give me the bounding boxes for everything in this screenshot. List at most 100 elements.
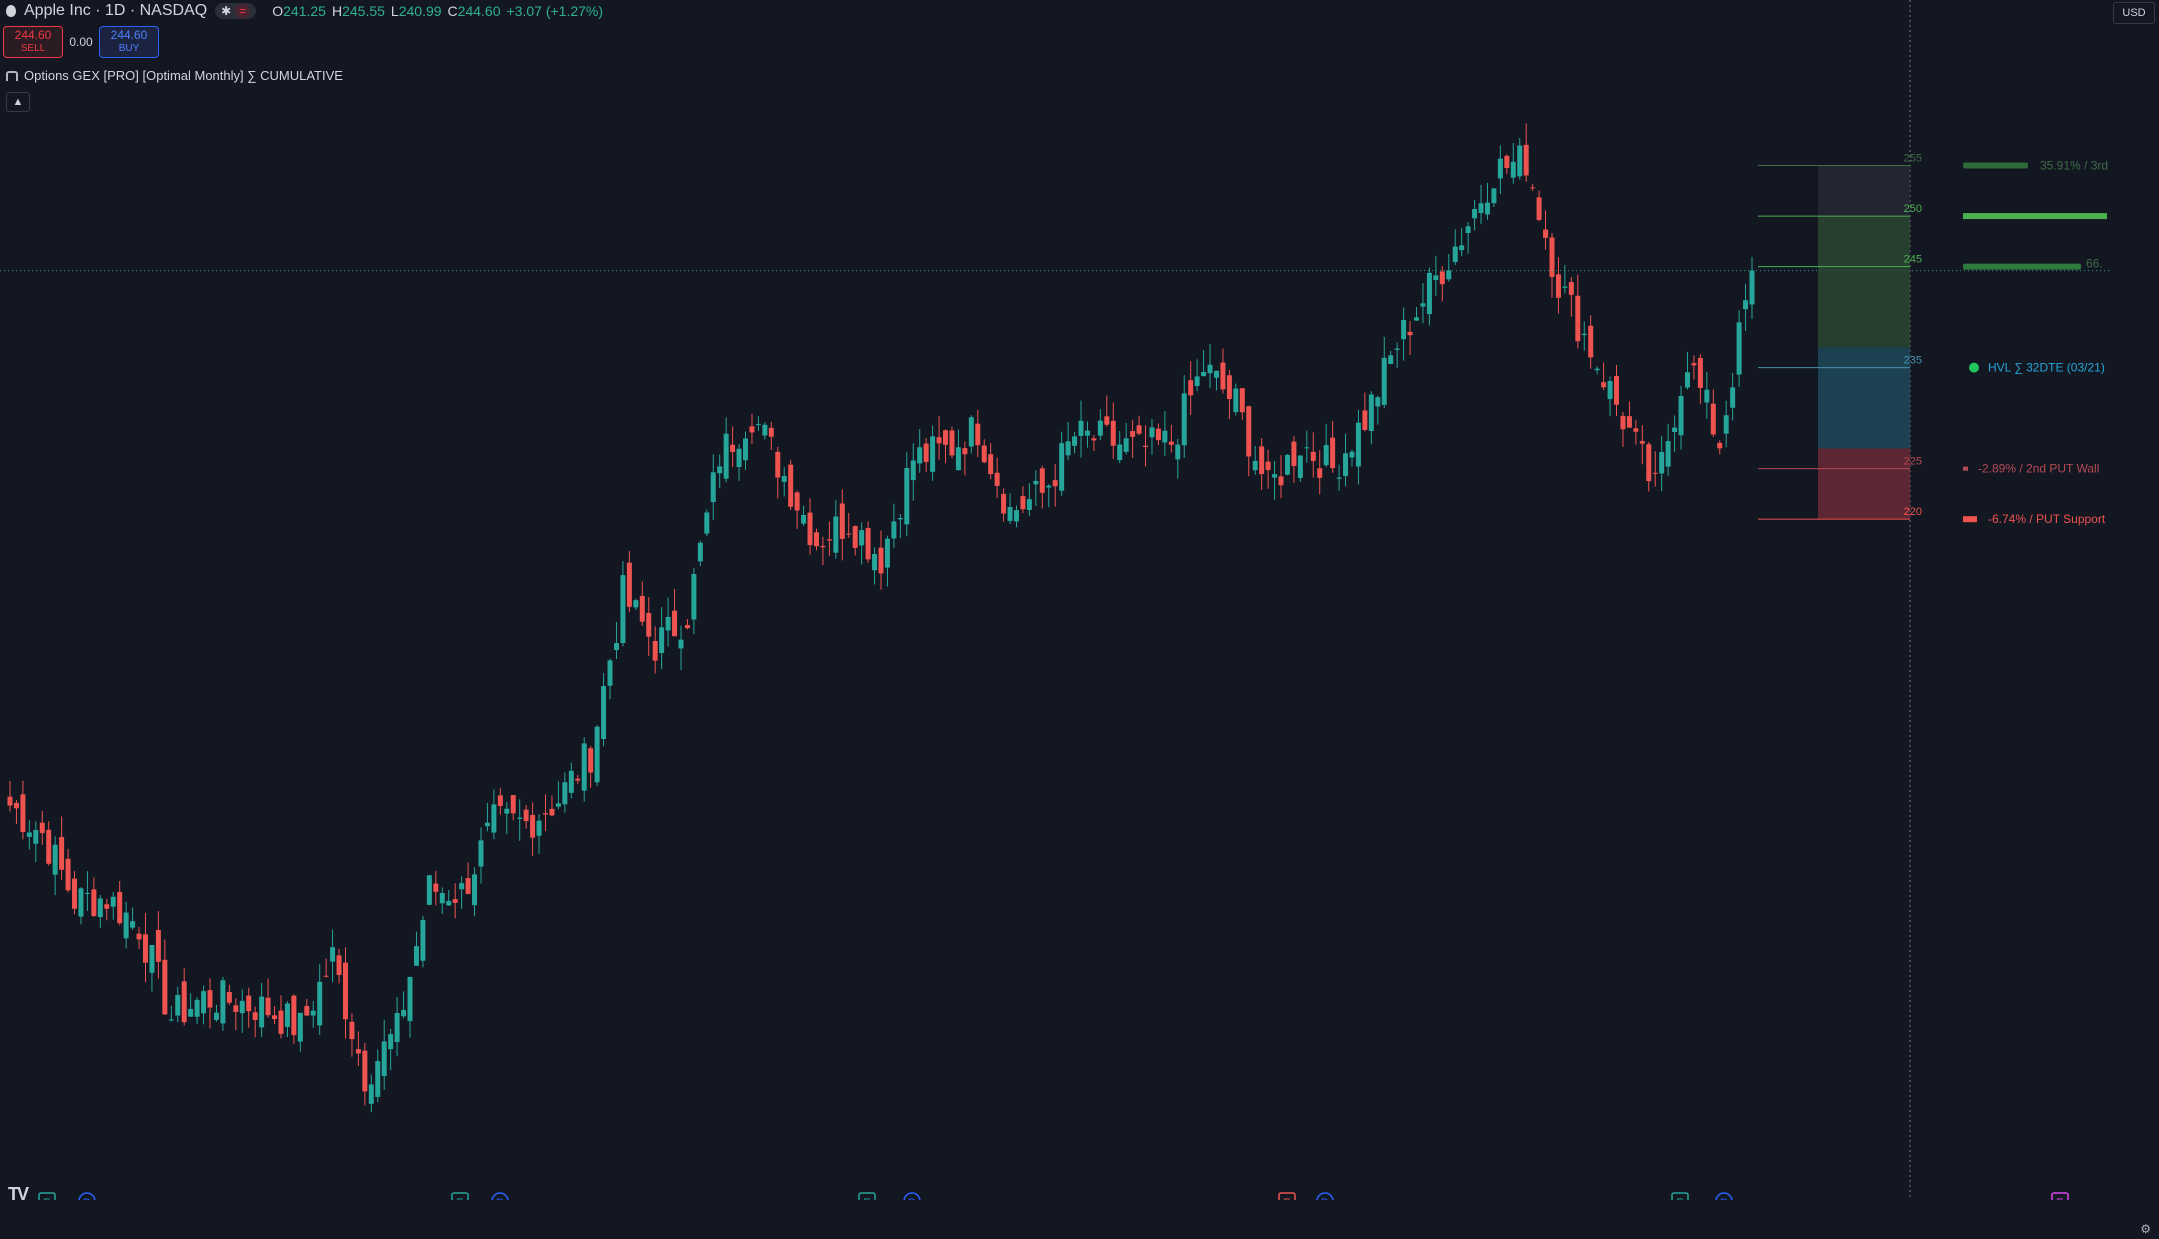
- candle-body: [536, 820, 542, 836]
- candle-body: [394, 1013, 400, 1043]
- candle-body: [530, 814, 536, 838]
- candle-body: [175, 995, 181, 1016]
- candle-body: [704, 512, 710, 534]
- candle-body: [994, 472, 1000, 486]
- candle-body: [923, 443, 929, 462]
- candle-body: [1078, 420, 1084, 436]
- candle-body: [1252, 460, 1258, 471]
- buy-button[interactable]: 244.60 BUY: [99, 26, 159, 58]
- candle-body: [607, 660, 613, 686]
- candle-body: [1265, 461, 1271, 471]
- candle-body: [588, 748, 594, 773]
- candle-body: [517, 817, 523, 819]
- indicator-label: Options GEX [PRO] [Optimal Monthly] ∑ CU…: [24, 68, 343, 83]
- candle-body: [652, 641, 658, 661]
- candle-body: [1730, 387, 1736, 408]
- candle-body: [1530, 187, 1536, 189]
- candle-body: [730, 444, 736, 452]
- candle-body: [1091, 438, 1097, 441]
- candle-body: [1084, 430, 1090, 436]
- candle-body: [420, 919, 426, 961]
- collapse-legend-button[interactable]: ▲: [6, 92, 30, 112]
- candle-body: [7, 796, 13, 806]
- candle-body: [1188, 380, 1194, 396]
- candle-body: [813, 532, 819, 547]
- candle-body: [1562, 286, 1568, 288]
- candle-body: [794, 492, 800, 511]
- candle-body: [820, 545, 826, 548]
- candle-body: [97, 898, 103, 918]
- candle-body: [1349, 451, 1355, 458]
- candle-body: [826, 539, 832, 541]
- candle-body: [1594, 368, 1600, 371]
- candle-body: [465, 878, 471, 894]
- candle-body: [278, 1010, 284, 1034]
- candle-body: [1355, 422, 1361, 467]
- candle-body: [1136, 425, 1142, 434]
- candle-body: [1620, 415, 1626, 430]
- candle-body: [1110, 420, 1116, 446]
- gex-zone-gray: [1818, 165, 1910, 217]
- symbol-title[interactable]: Apple Inc · 1D · NASDAQ: [24, 2, 208, 19]
- currency-selector[interactable]: USD: [2113, 2, 2155, 24]
- candle-body: [768, 427, 774, 437]
- candle-body: [833, 516, 839, 553]
- candle-body: [123, 912, 129, 939]
- candle-body: [1007, 507, 1013, 521]
- candle-body: [1639, 441, 1645, 444]
- candle-body: [78, 888, 84, 917]
- trade-panel: 244.60 SELL 0.00 244.60 BUY: [3, 26, 159, 58]
- candle-body: [562, 782, 568, 805]
- candle-body: [226, 992, 232, 1003]
- candle-body: [1626, 416, 1632, 428]
- candle-body: [743, 438, 749, 461]
- candle-body: [1472, 208, 1478, 219]
- candle-body: [162, 959, 168, 1015]
- candle-body: [1168, 441, 1174, 445]
- candle-body: [72, 878, 78, 909]
- indicator-legend[interactable]: Options GEX [PRO] [Optimal Monthly] ∑ CU…: [6, 68, 343, 83]
- candle-body: [452, 898, 458, 903]
- candle-body: [1175, 444, 1181, 460]
- candle-body: [246, 995, 252, 1012]
- price-chart[interactable]: 268.00264.00260.00256.00252.00248.00244.…: [0, 0, 2110, 1200]
- candle-body: [949, 430, 955, 456]
- gex-strike-label: 220: [1904, 506, 1922, 518]
- candle-body: [1555, 274, 1561, 298]
- sell-button[interactable]: 244.60 SELL: [3, 26, 63, 58]
- candle-body: [1246, 406, 1252, 457]
- candle-body: [1033, 480, 1039, 485]
- candle-body: [233, 1005, 239, 1012]
- candle-body: [355, 1049, 361, 1054]
- candle-body: [446, 900, 452, 906]
- settings-icon[interactable]: ⚙: [2140, 1222, 2151, 1236]
- candle-body: [1201, 372, 1207, 377]
- candle-body: [697, 542, 703, 562]
- candle-body: [342, 962, 348, 1020]
- event-letter: E: [863, 1197, 870, 1200]
- candle-body: [336, 955, 342, 975]
- candle-body: [549, 808, 555, 816]
- candle-body: [1343, 453, 1349, 477]
- candle-body: [46, 829, 52, 864]
- candle-body: [1375, 397, 1381, 407]
- candle-body: [1401, 319, 1407, 340]
- candle-body: [388, 1034, 394, 1050]
- candle-body: [601, 686, 607, 739]
- gex-strike-label: 245: [1904, 254, 1922, 266]
- status-pill[interactable]: ✱ =: [215, 3, 257, 19]
- candle-body: [1226, 375, 1232, 399]
- candle-body: [1104, 416, 1110, 425]
- spread-value: 0.00: [69, 35, 93, 49]
- gex-bar-put-support: [1963, 516, 1977, 523]
- tradingview-logo-icon[interactable]: TV: [8, 1184, 29, 1204]
- candle-body: [839, 503, 845, 539]
- candle-body: [1497, 158, 1503, 179]
- candle-body: [1588, 325, 1594, 358]
- candle-body: [749, 426, 755, 433]
- candle-body: [1414, 317, 1420, 321]
- sell-price: 244.60: [14, 28, 52, 42]
- ohlc-close: C244.60: [447, 3, 501, 19]
- candle-body: [1381, 357, 1387, 405]
- candle-body: [936, 437, 942, 444]
